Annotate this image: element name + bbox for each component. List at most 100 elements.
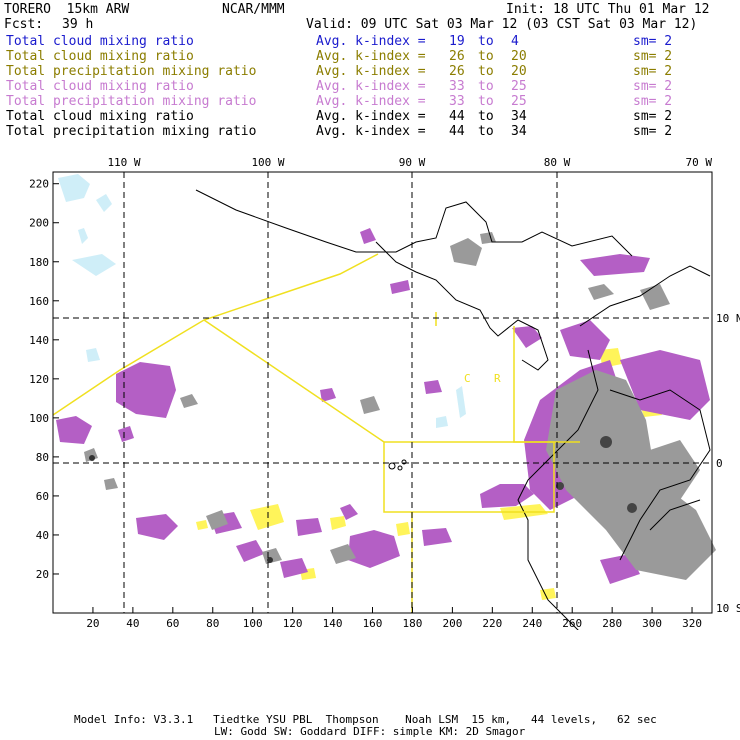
legend-index-label: Avg. k-index = (316, 79, 426, 94)
legend-to-value: 34 (511, 109, 527, 124)
cloud-light-patch (72, 254, 116, 276)
legend-from-value: 44 (449, 124, 465, 139)
y-tick-label: 140 (29, 334, 49, 347)
precip-yellow-patch (196, 520, 208, 530)
longitude-label: 80 W (544, 156, 571, 169)
legend-smoothing: sm= 2 (633, 79, 673, 94)
y-tick-label: 100 (29, 412, 49, 425)
legend-row: Total precipitation mixing ratio Avg. k-i… (6, 64, 736, 79)
legend-field-name: Total cloud mixing ratio (6, 34, 194, 49)
legend-row: Total cloud mixing ratio Avg. k-index = 26… (6, 49, 736, 64)
cloud-purple-patch (320, 388, 336, 402)
cloud-light-patch (58, 174, 90, 202)
legend-row: Total cloud mixing ratio Avg. k-index = 33… (6, 79, 736, 94)
precip-core (89, 455, 95, 461)
longitude-label: 70 W (686, 156, 713, 169)
precip-yellow-patch (250, 504, 284, 530)
cloud-purple-patch (580, 254, 650, 276)
border-andes (609, 389, 711, 561)
precip-core (600, 436, 612, 448)
precip-yellow-patch (396, 522, 410, 536)
y-tick-label: 40 (36, 529, 49, 542)
cloud-light-patch (96, 194, 112, 212)
precip-gray-patch (330, 544, 356, 564)
precip-yellow-patch (330, 516, 346, 530)
y-tick-label: 80 (36, 451, 49, 464)
flight-track (203, 319, 555, 513)
map-frame (52, 171, 713, 614)
precip-core (267, 557, 273, 563)
legend-to-value: 4 (511, 34, 519, 49)
x-tick-label: 200 (442, 617, 462, 630)
legend-to-value: 20 (511, 64, 527, 79)
y-tick-label: 60 (36, 490, 49, 503)
legend-field-name: Total precipitation mixing ratio (6, 94, 257, 109)
legend-to-value: 25 (511, 94, 527, 109)
cloud-light-patch (86, 348, 100, 362)
precip-gray-patch (546, 370, 716, 580)
legend-smoothing: sm= 2 (633, 64, 673, 79)
precip-gray-patch (588, 284, 614, 300)
axis-labels: 20 40 60 80 100 120 140 160 180 200 220 240 260 280 30… (29, 156, 740, 630)
x-tick-label: 300 (642, 617, 662, 630)
precip-gray-patch (650, 440, 700, 500)
model-title: TORERO 15km ARW (4, 2, 130, 17)
galapagos-island (397, 465, 403, 471)
box-letter: R (494, 372, 501, 385)
cloud-purple-patch (136, 514, 178, 540)
legend-to-word: to (478, 49, 494, 64)
latitude-label: 10 S (716, 602, 740, 615)
x-tick-label: 120 (283, 617, 303, 630)
legend-row: Total cloud mixing ratio Avg. k-index = 19… (6, 34, 736, 49)
legend-to-word: to (478, 109, 494, 124)
x-tick-label: 180 (403, 617, 423, 630)
x-tick-label: 260 (562, 617, 582, 630)
legend-from-value: 44 (449, 109, 465, 124)
legend-row: Total precipitation mixing ratio Avg. k-i… (6, 124, 736, 139)
legend-index-label: Avg. k-index = (316, 94, 426, 109)
cloud-purple-patch (424, 380, 442, 394)
legend-row: Total cloud mixing ratio Avg. k-index = 44… (6, 109, 736, 124)
valid-time: Valid: 09 UTC Sat 03 Mar 12 (03 CST Sat … (306, 17, 698, 32)
legend-from-value: 26 (449, 49, 465, 64)
legend-index-label: Avg. k-index = (316, 109, 426, 124)
coastline-central-america (375, 241, 549, 371)
cloud-fields (56, 174, 716, 600)
legend-to-value: 25 (511, 79, 527, 94)
coastline-north (195, 189, 633, 257)
forecast-label: Fcst: (4, 17, 44, 32)
cloud-purple-patch (340, 504, 358, 520)
legend-to-word: to (478, 64, 494, 79)
cloud-purple-patch (116, 362, 176, 418)
cloud-purple-patch (480, 484, 534, 508)
init-time: Init: 18 UTC Thu 01 Mar 12 (506, 2, 710, 17)
cloud-purple-patch (296, 518, 322, 536)
legend-index-label: Avg. k-index = (316, 49, 426, 64)
precip-gray-patch (180, 394, 198, 408)
cloud-purple-patch (512, 326, 542, 348)
x-tick-label: 40 (126, 617, 139, 630)
y-tick-label: 200 (29, 217, 49, 230)
forecast-map: C R 20 40 60 80 100 120 140 160 180 200 220 240 260 2… (29, 156, 740, 630)
legend-smoothing: sm= 2 (633, 49, 673, 64)
cloud-light-patch (436, 416, 448, 428)
precip-gray-patch (450, 238, 482, 266)
legend-to-word: to (478, 94, 494, 109)
cloud-purple-patch (236, 540, 264, 562)
axis-ticks (53, 183, 693, 613)
legend-to-word: to (478, 124, 494, 139)
precip-gray-patch (640, 284, 670, 310)
x-tick-label: 20 (86, 617, 99, 630)
precip-gray-patch (360, 396, 380, 414)
cloud-purple-patch (56, 416, 92, 444)
precip-gray-patch (206, 510, 228, 530)
legend-index-label: Avg. k-index = (316, 64, 426, 79)
legend-to-value: 20 (511, 49, 527, 64)
longitude-label: 100 W (251, 156, 284, 169)
coastline-caribbean (579, 265, 711, 327)
legend-field-name: Total cloud mixing ratio (6, 49, 194, 64)
longitude-label: 90 W (399, 156, 426, 169)
x-tick-label: 220 (482, 617, 502, 630)
precip-core (627, 503, 637, 513)
legend-smoothing: sm= 2 (633, 124, 673, 139)
